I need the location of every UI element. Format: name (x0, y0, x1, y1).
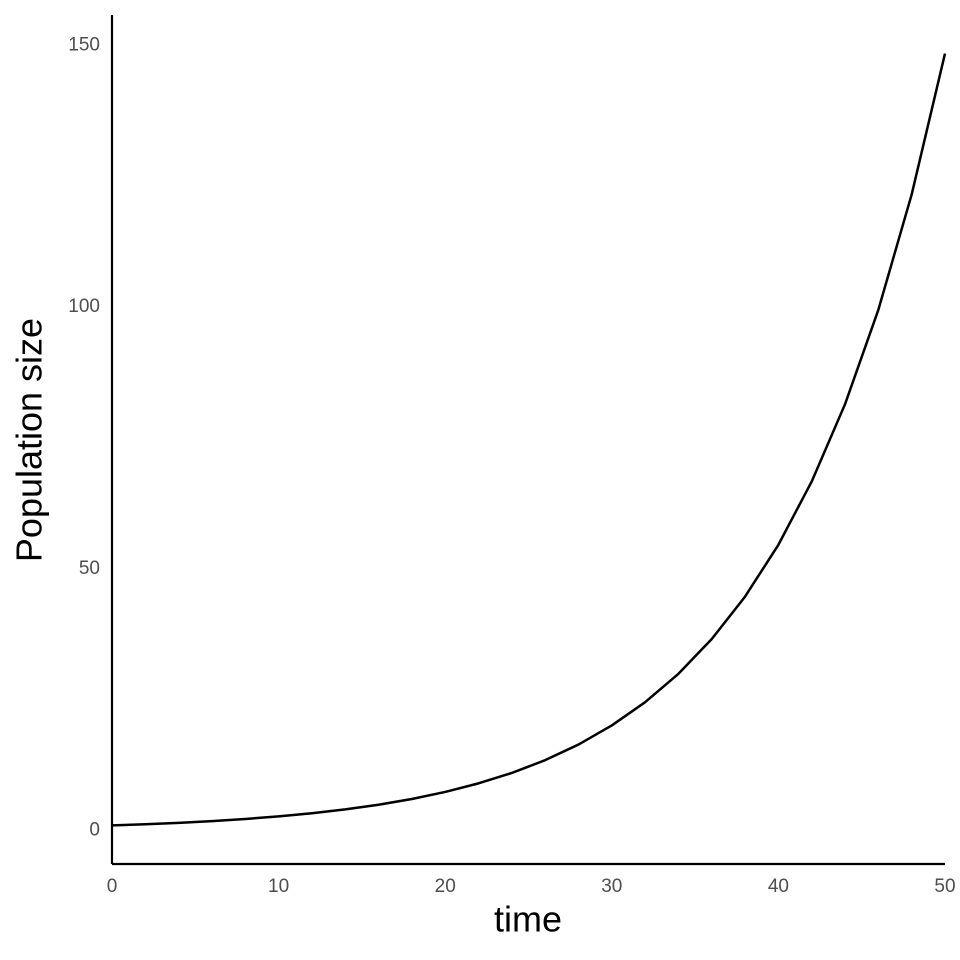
y-tick-label: 100 (68, 296, 100, 317)
line-series (111, 53, 947, 827)
x-tick-label: 0 (107, 876, 118, 897)
y-tick-label: 50 (79, 558, 100, 579)
y-tick-label: 0 (89, 820, 100, 841)
x-tick-label: 30 (601, 876, 622, 897)
y-tick-label: 150 (68, 34, 100, 55)
x-tick-label: 50 (934, 876, 955, 897)
y-axis-title: Population size (9, 318, 50, 562)
x-axis-title: time (494, 899, 562, 940)
x-tick-label: 20 (435, 876, 456, 897)
x-tick-label: 40 (768, 876, 789, 897)
x-tick-label: 10 (268, 876, 289, 897)
